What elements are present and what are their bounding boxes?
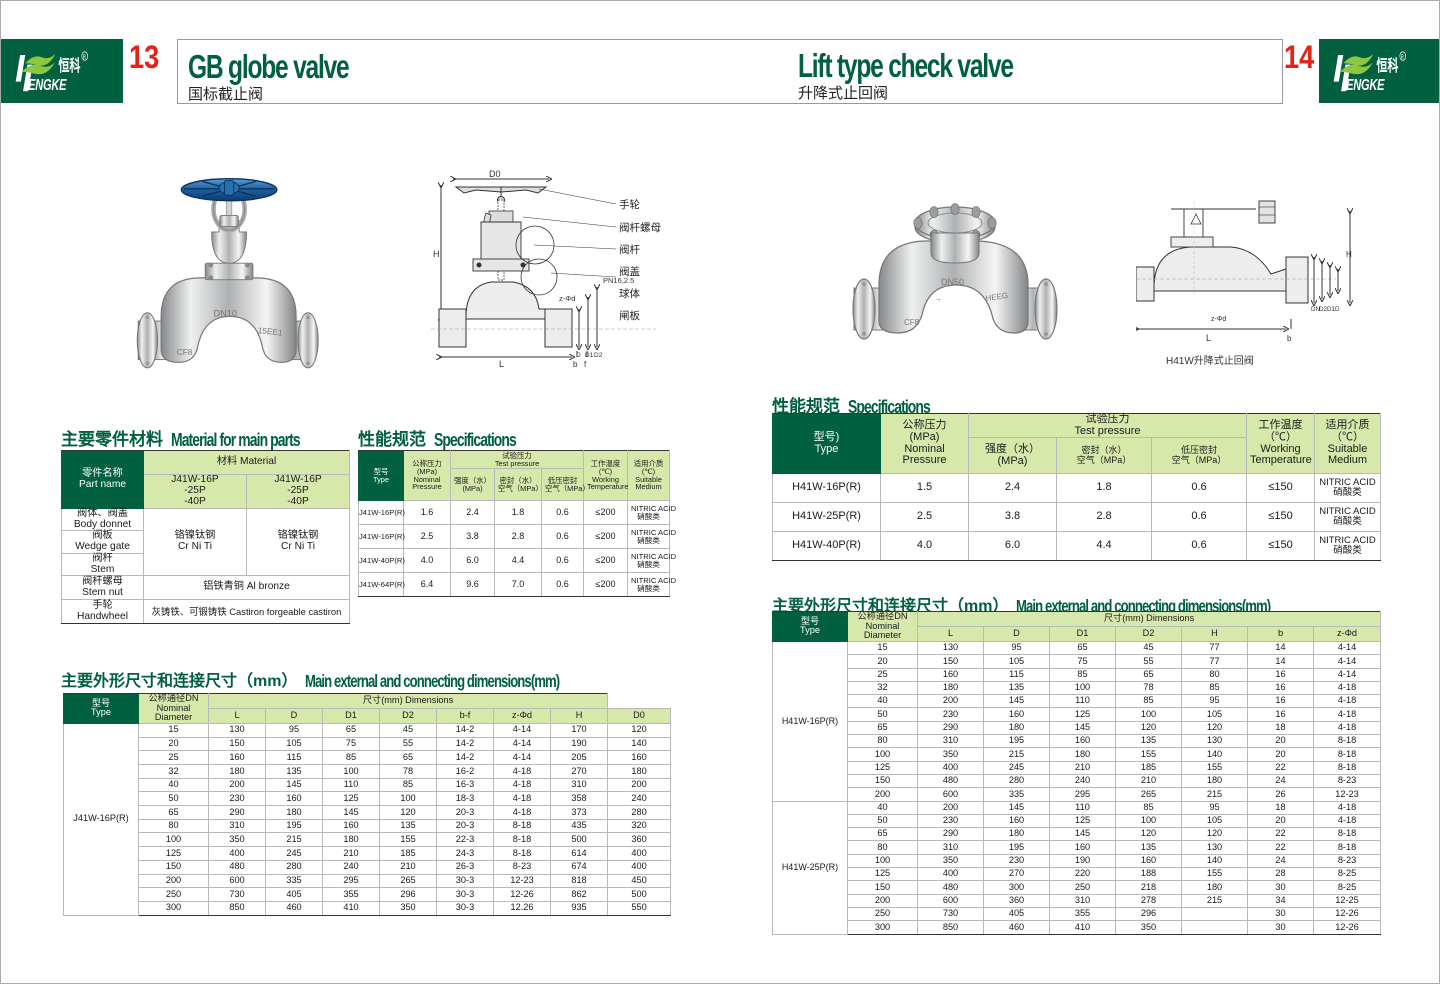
- svg-text:PN16,2.5: PN16,2.5: [603, 276, 634, 285]
- svg-text:D1: D1: [585, 352, 594, 359]
- svg-text:ENGKE: ENGKE: [1346, 76, 1385, 93]
- svg-text:L: L: [499, 359, 504, 369]
- svg-text:CF8: CF8: [904, 318, 920, 327]
- svg-text:DN10: DN10: [213, 308, 236, 318]
- svg-text:H: H: [1346, 250, 1352, 259]
- svg-text:DN50: DN50: [941, 277, 964, 287]
- svg-text:阀杆螺母: 阀杆螺母: [619, 221, 661, 234]
- svg-text:恒科: 恒科: [1376, 56, 1398, 75]
- svg-text:球体: 球体: [619, 287, 640, 300]
- svg-text:D2: D2: [594, 352, 603, 359]
- svg-text:手轮: 手轮: [619, 198, 640, 211]
- svg-text:ENGKE: ENGKE: [28, 76, 67, 93]
- svg-text:D: D: [576, 352, 581, 359]
- svg-text:H: H: [433, 249, 440, 259]
- svg-text:b: b: [573, 360, 578, 369]
- svg-text:恒科: 恒科: [58, 56, 80, 75]
- svg-text:阀杆: 阀杆: [619, 243, 640, 256]
- svg-text:f: f: [584, 360, 587, 369]
- svg-text:D: D: [1335, 306, 1340, 313]
- svg-text:b: b: [1287, 334, 1292, 343]
- svg-text:D0: D0: [489, 169, 501, 179]
- svg-text:z-Φd: z-Φd: [559, 294, 575, 303]
- svg-text:H41W升降式止回阀: H41W升降式止回阀: [1166, 354, 1254, 367]
- svg-text:R: R: [1401, 54, 1404, 61]
- svg-text:→: →: [934, 294, 942, 303]
- svg-text:闸板: 闸板: [619, 309, 640, 322]
- svg-text:z-Φd: z-Φd: [1211, 316, 1226, 323]
- svg-text:R: R: [83, 54, 86, 61]
- svg-text:L: L: [1206, 333, 1211, 343]
- svg-text:CF8: CF8: [177, 348, 193, 357]
